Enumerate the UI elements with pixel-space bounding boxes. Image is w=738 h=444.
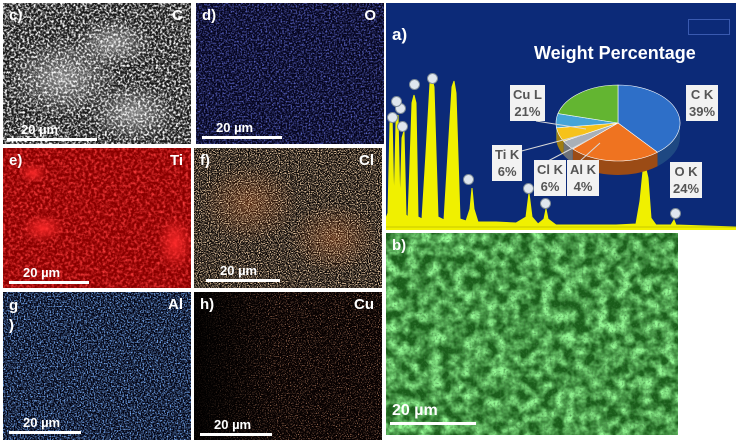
slice-name: Cl K [537, 162, 563, 177]
slice-value: 6% [540, 179, 560, 194]
scale-bar-d: 20 µm [202, 119, 282, 139]
scale-bar-c: 20 µm [7, 121, 97, 141]
scale-bar-text-h: 20 µm [214, 417, 252, 432]
slice-label-o-k: O K 24% [670, 162, 703, 198]
scale-bar-text-c: 20 µm [21, 122, 59, 137]
scale-bar-text-d: 20 µm [216, 120, 254, 135]
chlorine-map-texture [194, 148, 382, 288]
chart-corner-box [688, 19, 730, 35]
scale-bar-line-f [206, 279, 280, 282]
slice-label-cu-l: Cu L 21% [510, 85, 545, 121]
scale-bar-text-f: 20 µm [220, 263, 258, 278]
panel-f-chlorine-map: f) Cl 20 µm [194, 148, 382, 288]
panel-label-c: c) [9, 7, 23, 24]
panel-d-oxygen-map: d) O 20 µm [196, 3, 384, 144]
pie-slice-c-k [617, 84, 681, 153]
pie-leader-line [547, 138, 591, 162]
slice-label-cl-k: Cl K 6% [534, 160, 566, 196]
element-label-g: Al [168, 296, 183, 313]
element-label-e: Ti [169, 152, 183, 169]
scale-bar-line-b [390, 422, 476, 425]
titanium-map-texture [3, 148, 191, 288]
slice-value: 4% [573, 179, 593, 194]
scale-bar-h: 20 µm [200, 416, 272, 436]
panel-label-f: f) [200, 152, 210, 169]
panel-e-titanium-map: e) Ti 20 µm [3, 148, 191, 288]
peak-marker-icon [427, 73, 438, 84]
panel-h-copper-map: h) Cu 20 µm [194, 292, 382, 440]
scale-bar-line-d [202, 136, 282, 139]
pie-slice-side [556, 127, 564, 156]
peak-marker-icon [670, 208, 681, 219]
chart-title: Weight Percentage [534, 43, 696, 63]
scale-bar-f: 20 µm [206, 262, 280, 282]
aluminium-map-texture [3, 292, 191, 440]
scale-bar-text-e: 20 µm [23, 265, 61, 280]
panel-label-h: h) [200, 296, 215, 313]
pie-slice-cu-l [557, 84, 619, 124]
scale-bar-line-e [9, 281, 89, 284]
peak-marker-icon [391, 96, 402, 107]
scale-bar-line-c [7, 138, 97, 141]
element-label-c: C [172, 7, 183, 24]
slice-label-c-k: C K 39% [686, 85, 719, 121]
slice-name: O K [674, 164, 698, 179]
pie-slice-side [657, 123, 680, 167]
scale-bar-e: 20 µm [9, 264, 89, 284]
slice-label-ti-k: Ti K 6% [492, 145, 523, 181]
panel-b-composite-map: b) 20 µm [386, 233, 678, 435]
panel-label-a: a) [392, 25, 408, 44]
panel-g-aluminium-map: g ) Al 20 µm [3, 292, 191, 440]
copper-map-texture [194, 292, 382, 440]
panel-c-carbon-map: c) C 20 µm [3, 3, 191, 144]
peak-marker-icon [463, 174, 474, 185]
peak-marker-icon [397, 121, 408, 132]
scale-bar-line-h [200, 433, 272, 436]
slice-value: 21% [514, 104, 541, 119]
scale-bar-b: 20 µm [390, 401, 476, 425]
scale-bar-line-g [9, 431, 81, 434]
peak-marker-icon [387, 112, 398, 123]
peak-marker-icon [540, 198, 551, 209]
carbon-map-texture [3, 3, 191, 144]
panel-label-e: e) [9, 152, 23, 169]
slice-value: 39% [689, 104, 716, 119]
pie-leader-line [579, 142, 601, 162]
peak-marker-icon [409, 79, 420, 90]
scale-bar-g: 20 µm [9, 414, 81, 434]
slice-label-al-k: Al K 4% [567, 160, 599, 196]
oxygen-map-texture [196, 3, 384, 144]
panel-label-b: b) [392, 237, 407, 254]
pie-slice-side [563, 141, 573, 164]
slice-name: Ti K [495, 147, 520, 162]
slice-name: Al K [570, 162, 596, 177]
pie-slice-o-k [572, 122, 659, 162]
scale-bar-text-b: 20 µm [392, 402, 438, 419]
composite-map-texture [386, 233, 678, 435]
slice-value: 24% [673, 181, 700, 196]
slice-value: 6% [497, 164, 517, 179]
scale-bar-text-g: 20 µm [23, 415, 61, 430]
element-label-h: Cu [354, 296, 374, 313]
element-label-f: Cl [359, 152, 374, 169]
slice-name: C K [690, 87, 714, 102]
panel-label-d: d) [202, 7, 217, 24]
pie-leader-line [535, 120, 587, 130]
pie-leader-line [513, 134, 583, 154]
peak-marker-icon [523, 183, 534, 194]
panel-a-eds-spectrum-chart: a) Weight Percentage Cu L 21% Ti K 6% Cl… [386, 3, 736, 230]
panel-label-g: g ) [9, 297, 19, 334]
slice-name: Cu L [513, 87, 542, 102]
element-label-d: O [364, 7, 376, 24]
